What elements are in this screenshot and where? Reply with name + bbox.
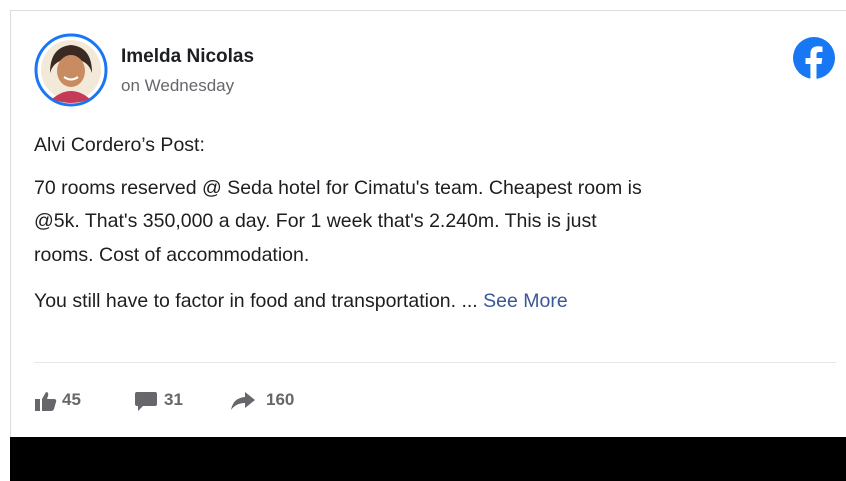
comment-count[interactable]: 31 bbox=[164, 390, 183, 410]
post-last-line: You still have to factor in food and tra… bbox=[34, 290, 478, 312]
post-intro: Alvi Cordero’s Post: bbox=[34, 134, 205, 157]
share-count[interactable]: 160 bbox=[266, 390, 294, 410]
like-icon[interactable] bbox=[35, 391, 57, 411]
page: Imelda Nicolas on Wednesday Alvi Cordero… bbox=[0, 0, 846, 481]
post-line: rooms. Cost of accommodation. bbox=[34, 244, 309, 267]
post-time[interactable]: on Wednesday bbox=[121, 76, 234, 96]
post-line: @5k. That's 350,000 a day. For 1 week th… bbox=[34, 210, 597, 233]
comment-icon[interactable] bbox=[135, 392, 157, 411]
avatar[interactable] bbox=[34, 33, 108, 107]
post-line: 70 rooms reserved @ Seda hotel for Cimat… bbox=[34, 177, 642, 200]
post-line: You still have to factor in food and tra… bbox=[34, 290, 568, 313]
post-card: Imelda Nicolas on Wednesday Alvi Cordero… bbox=[10, 10, 846, 437]
facebook-logo[interactable] bbox=[792, 36, 836, 80]
see-more-link[interactable]: See More bbox=[483, 290, 568, 312]
bottom-bar bbox=[10, 437, 846, 481]
like-count[interactable]: 45 bbox=[62, 390, 81, 410]
divider bbox=[34, 362, 836, 363]
share-icon[interactable] bbox=[231, 392, 255, 410]
author-name[interactable]: Imelda Nicolas bbox=[121, 46, 254, 68]
